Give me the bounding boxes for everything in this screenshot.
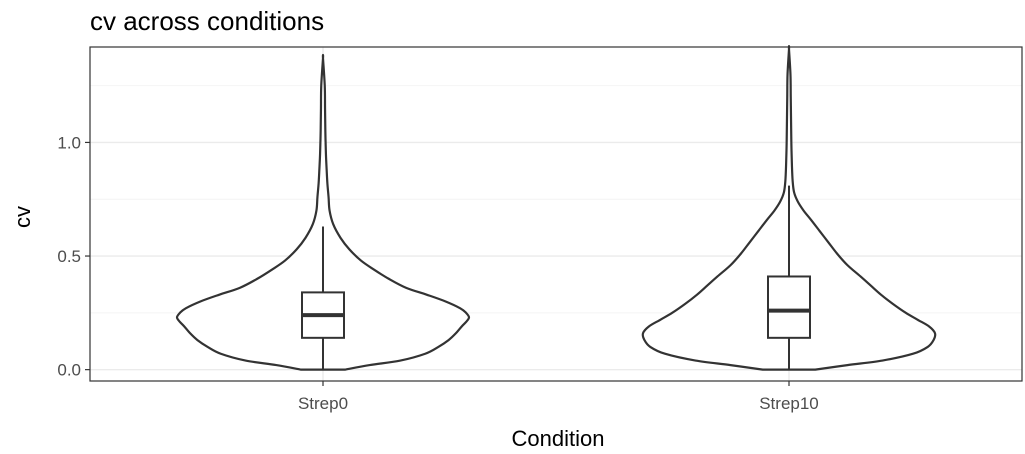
y-tick-label: 1.0 (57, 133, 81, 152)
violin-Strep0 (175, 53, 471, 371)
y-tick-label: 0.0 (57, 361, 81, 380)
violin-layer (175, 45, 937, 371)
box-Strep10 (767, 275, 811, 339)
grid-lines (90, 47, 1022, 381)
x-axis-title: Condition (512, 426, 605, 451)
y-axis-title: cv (10, 206, 35, 228)
x-tick-label: Strep10 (759, 394, 819, 413)
axis-ticks: 0.0 0.5 1.0 Strep0 Strep10 (57, 133, 818, 413)
chart-title: cv across conditions (90, 6, 324, 36)
y-tick-label: 0.5 (57, 247, 81, 266)
box-layer (301, 185, 811, 370)
x-tick-label: Strep0 (298, 394, 348, 413)
panel-border (89, 46, 1023, 382)
